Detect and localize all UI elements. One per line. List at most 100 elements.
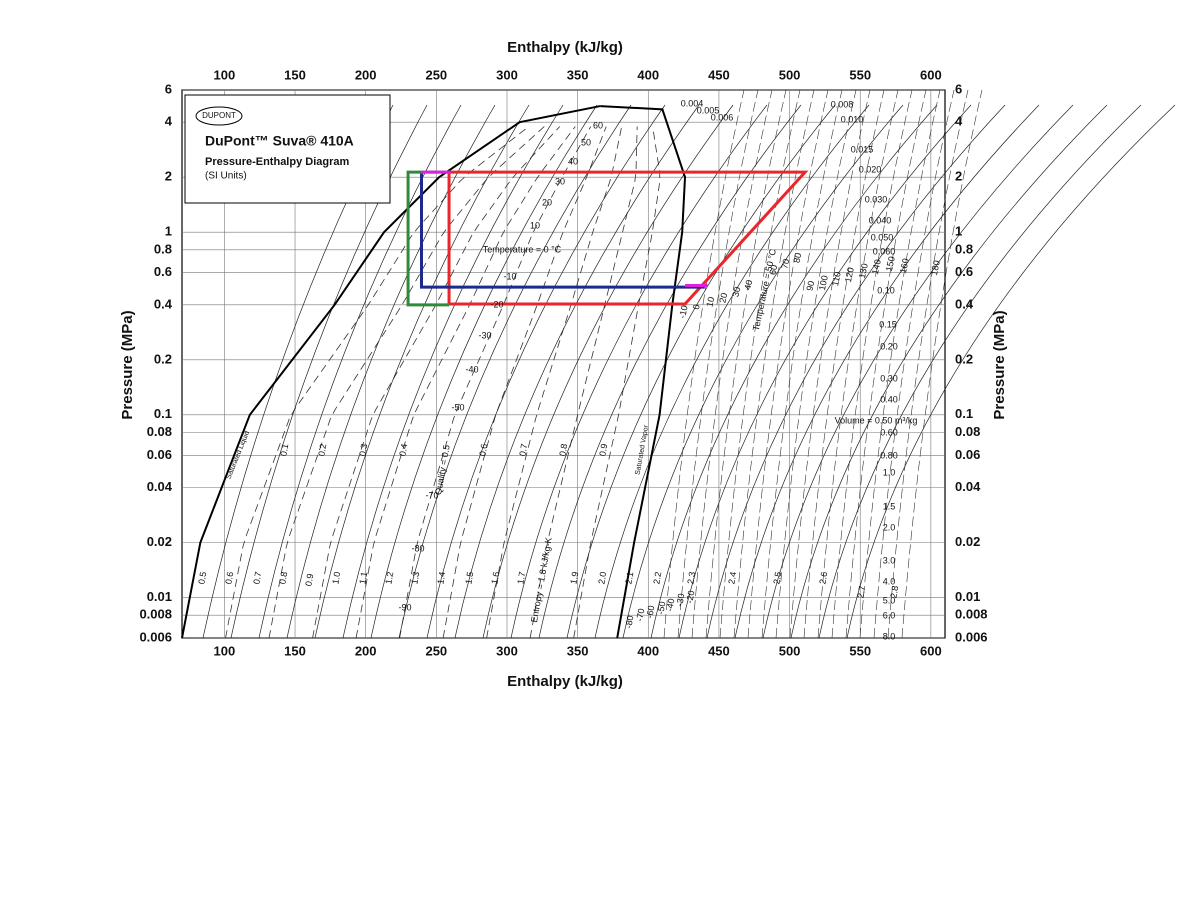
y-tick-label: 1 xyxy=(165,224,172,239)
isotherm-line xyxy=(887,89,969,639)
saturation-temperature: 60 xyxy=(593,120,603,130)
entropy-label: 0.5 xyxy=(196,571,208,585)
superheat-temperature: 20 xyxy=(717,292,729,304)
low-temperature: -50 xyxy=(655,601,667,616)
quality-label: 0.3 xyxy=(357,443,369,457)
superheat-temperature: 160 xyxy=(898,257,911,274)
quality-line xyxy=(268,126,545,639)
saturation-temperature: -50 xyxy=(451,402,464,412)
entropy-label: 1.4 xyxy=(435,571,447,585)
entropy-line xyxy=(622,104,904,639)
isotherm-line xyxy=(733,89,815,639)
y-tick-label-right: 2 xyxy=(955,169,962,184)
isotherm-line xyxy=(761,89,843,639)
y-tick-label-right: 0.08 xyxy=(955,424,980,439)
volume-label: 8.0 xyxy=(883,631,896,641)
x-tick-label-top: 500 xyxy=(779,67,801,82)
x-tick-label-top: 350 xyxy=(567,67,589,82)
entropy-line xyxy=(706,104,1006,639)
entropy-line xyxy=(818,104,1142,639)
entropy-label: 1.3 xyxy=(409,571,421,585)
saturation-temperature: -30 xyxy=(478,330,491,340)
entropy-line xyxy=(510,104,768,639)
y-tick-label: 0.2 xyxy=(154,351,172,366)
x-tick-label: 500 xyxy=(779,643,801,658)
volume-label: 1.5 xyxy=(883,501,896,511)
logo: DUPONT xyxy=(202,111,236,120)
y-tick-label-right: 0.6 xyxy=(955,264,973,279)
entropy-line xyxy=(538,104,802,639)
isotherm-line xyxy=(789,89,871,639)
y-tick-label: 0.006 xyxy=(139,629,172,644)
entropy-label: 2.5 xyxy=(771,571,783,585)
volume-label: 0.005 xyxy=(697,105,720,115)
superheat-temperature: 0 xyxy=(691,303,702,310)
saturation-temperature: -80 xyxy=(411,543,424,553)
x-tick-label-top: 400 xyxy=(637,67,659,82)
volume-label: 4.0 xyxy=(883,576,896,586)
superheat-temperature: 130 xyxy=(857,262,870,279)
x-tick-label-top: 550 xyxy=(849,67,871,82)
volume-label: 0.015 xyxy=(851,144,874,154)
x-tick-label-top: 150 xyxy=(284,67,306,82)
y-tick-label: 0.8 xyxy=(154,241,172,256)
entropy-label: 1.5 xyxy=(463,571,475,585)
y-tick-label-right: 6 xyxy=(955,81,962,96)
x-tick-label: 600 xyxy=(920,643,942,658)
volume-label: 0.030 xyxy=(865,194,888,204)
entropy-label: 2.0 xyxy=(596,571,608,585)
entropy-label: 0.6 xyxy=(223,571,235,585)
logo-box xyxy=(184,94,391,204)
isotherm-line xyxy=(831,89,913,639)
entropy-label: 1.7 xyxy=(515,571,527,585)
quality-line xyxy=(573,126,661,639)
x-tick-label-top: 100 xyxy=(214,67,236,82)
x-tick-label-top: 250 xyxy=(425,67,447,82)
low-temperature: -20 xyxy=(684,590,696,605)
entropy-label: 2.7 xyxy=(855,585,867,599)
volume-label: 0.020 xyxy=(859,164,882,174)
volume-label: 0.30 xyxy=(880,373,898,383)
y-tick-label: 6 xyxy=(165,81,172,96)
superheat-temperature: 180 xyxy=(929,259,942,276)
quality-line xyxy=(355,126,576,639)
volume-label: 5.0 xyxy=(883,595,896,605)
low-temperature: -30 xyxy=(674,593,686,608)
saturation-temperature: -10 xyxy=(503,271,516,281)
quality-line xyxy=(442,126,607,639)
entropy-line xyxy=(454,104,700,639)
x-tick-label: 250 xyxy=(425,643,447,658)
entropy-line xyxy=(734,104,1040,639)
superheat-temperature: 80 xyxy=(791,252,803,264)
units-note: (SI Units) xyxy=(205,171,247,182)
x-tick-label: 450 xyxy=(708,643,730,658)
x-axis-title: Enthalpy (kJ/kg) xyxy=(507,673,623,690)
entropy-label: 1.1 xyxy=(357,571,369,585)
x-tick-label-top: 600 xyxy=(920,67,942,82)
isotherm-line xyxy=(677,89,759,639)
entropy-label: 1.2 xyxy=(383,571,395,585)
y-tick-label-right: 0.006 xyxy=(955,629,988,644)
saturation-curve xyxy=(600,105,687,639)
volume-label: 6.0 xyxy=(883,610,896,620)
low-temperature: -80 xyxy=(623,615,635,630)
y-tick-label: 0.01 xyxy=(147,589,172,604)
isotherm-line xyxy=(817,89,899,639)
quality-label: 0.1 xyxy=(278,443,290,457)
quality-line xyxy=(529,126,638,639)
quality-label: 0.8 xyxy=(557,443,569,457)
superheat-temperature: 110 xyxy=(830,271,843,287)
entropy-line xyxy=(762,104,1074,639)
y-tick-label: 0.008 xyxy=(139,607,172,622)
entropy-label: 0.7 xyxy=(251,571,263,585)
y-tick-label-right: 4 xyxy=(955,114,963,129)
isotherm-line xyxy=(775,89,857,639)
volume-label: 0.40 xyxy=(880,394,898,404)
x-tick-label: 200 xyxy=(355,643,377,658)
y-tick-label-right: 0.01 xyxy=(955,589,980,604)
superheat-temperature: 70 xyxy=(779,258,791,270)
y-tick-label-right: 0.02 xyxy=(955,534,980,549)
superheat-temperature: 140 xyxy=(870,258,883,275)
saturation-temperature: -90 xyxy=(398,602,411,612)
